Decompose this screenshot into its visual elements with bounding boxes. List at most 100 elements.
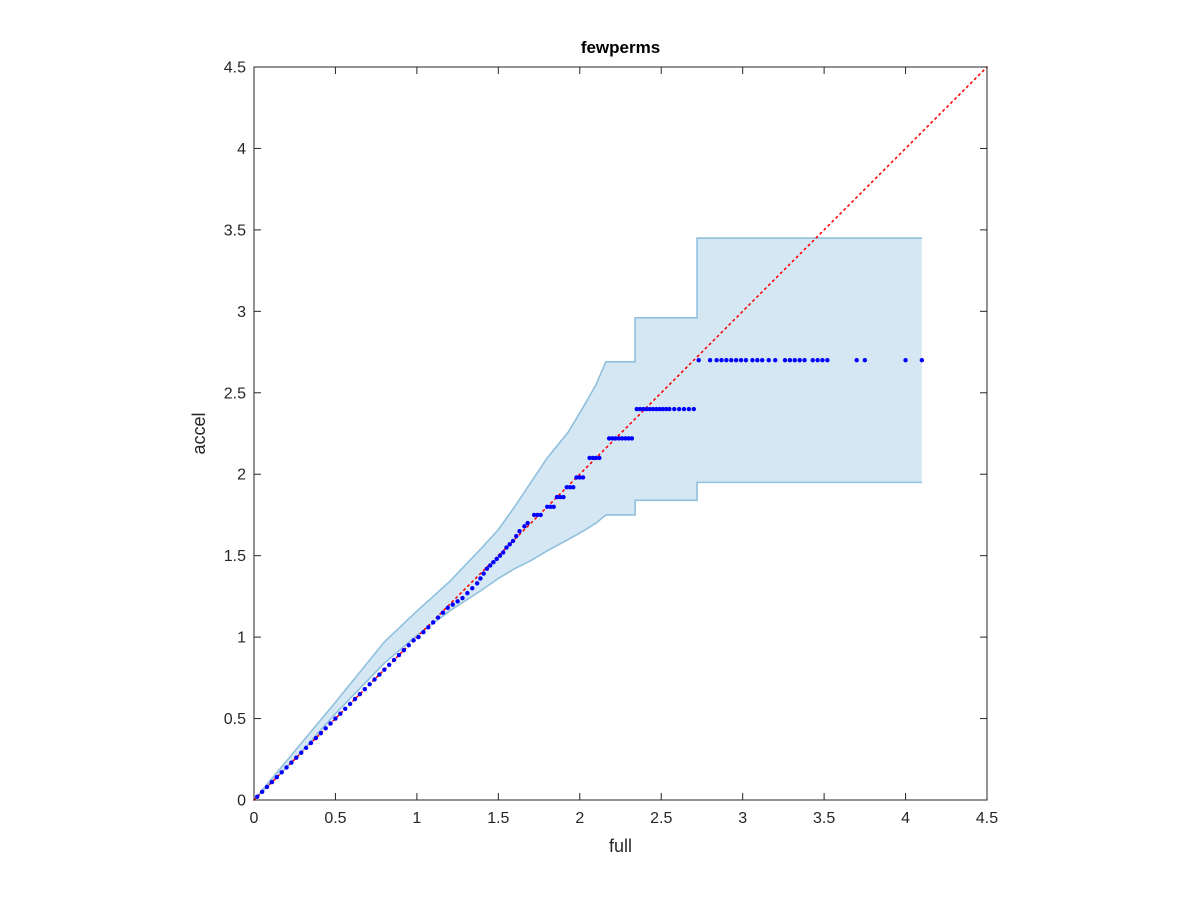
- y-tick-label: 3.5: [224, 222, 246, 239]
- data-point: [491, 559, 496, 565]
- data-point: [450, 602, 455, 607]
- data-point: [738, 358, 744, 363]
- data-point: [903, 358, 908, 363]
- data-point: [862, 358, 868, 363]
- data-point: [522, 524, 527, 529]
- data-point: [318, 731, 323, 736]
- x-tick-label: 0: [250, 810, 259, 827]
- data-point: [558, 494, 563, 500]
- data-point: [696, 358, 701, 363]
- data-point: [504, 545, 509, 550]
- data-point: [313, 735, 319, 741]
- data-point: [501, 550, 506, 555]
- data-point: [525, 520, 530, 526]
- data-point: [367, 682, 372, 687]
- data-point: [681, 406, 687, 412]
- band-area: [254, 238, 922, 801]
- data-point: [333, 716, 338, 721]
- data-point: [919, 358, 925, 363]
- y-tick-label: 1.5: [224, 548, 246, 565]
- x-axis-label: full: [609, 836, 632, 856]
- data-point: [303, 745, 309, 751]
- data-point: [610, 436, 615, 441]
- data-point: [667, 406, 672, 412]
- data-point: [382, 667, 387, 672]
- data-point: [362, 687, 367, 692]
- data-point: [650, 406, 656, 412]
- data-point: [352, 696, 358, 702]
- data-point: [548, 504, 553, 509]
- data-point: [494, 556, 499, 562]
- data-point: [714, 358, 719, 363]
- data-point: [416, 634, 421, 640]
- data-point: [401, 647, 407, 653]
- data-point: [430, 620, 436, 625]
- data-point: [299, 750, 304, 755]
- data-point: [396, 652, 402, 658]
- data-point: [391, 657, 397, 663]
- data-point: [338, 711, 343, 716]
- band-upper-edge: [253, 237, 922, 801]
- data-point: [289, 760, 294, 765]
- data-point: [797, 358, 802, 363]
- data-point: [587, 455, 592, 461]
- x-tick-label: 2.5: [650, 810, 672, 827]
- data-point: [554, 494, 560, 500]
- data-point: [564, 485, 569, 490]
- data-point: [510, 538, 516, 544]
- data-point: [357, 691, 363, 697]
- data-point: [743, 358, 749, 363]
- data-point: [426, 625, 431, 630]
- data-point: [672, 406, 677, 412]
- data-point: [372, 677, 377, 682]
- data-point: [724, 358, 729, 363]
- data-point: [590, 455, 596, 461]
- data-point: [406, 643, 411, 648]
- data-point: [773, 358, 778, 363]
- identity-line: [253, 66, 988, 801]
- data-point: [545, 504, 550, 509]
- data-point: [328, 721, 333, 726]
- data-point: [445, 605, 451, 610]
- data-point: [657, 406, 662, 412]
- data-point: [255, 794, 260, 799]
- y-tick-label: 4: [237, 141, 246, 158]
- data-point: [613, 436, 618, 441]
- data-point: [284, 765, 289, 770]
- y-axis-ticks: 0 0.5 1 1.5 2 2.5 3 3.5 4 4.5: [224, 60, 987, 810]
- data-point: [629, 436, 635, 441]
- data-points: [255, 358, 925, 799]
- x-tick-label: 1: [412, 810, 421, 827]
- data-point: [782, 358, 788, 363]
- confidence-band: [253, 237, 922, 801]
- data-point: [574, 475, 579, 480]
- data-point: [465, 590, 470, 596]
- data-point: [411, 638, 416, 643]
- y-tick-label: 0: [237, 793, 246, 810]
- reference-line: [253, 66, 988, 801]
- y-tick-label: 0.5: [224, 711, 246, 728]
- data-point: [497, 553, 503, 558]
- data-point: [755, 358, 760, 363]
- data-point: [377, 672, 382, 677]
- x-tick-label: 4: [901, 810, 910, 827]
- data-point: [460, 595, 465, 601]
- data-point: [470, 586, 475, 591]
- data-point: [440, 610, 446, 615]
- data-point: [264, 784, 270, 790]
- data-point: [792, 358, 797, 363]
- data-point: [729, 358, 734, 363]
- data-point: [514, 533, 519, 539]
- data-point: [455, 599, 460, 604]
- data-point: [815, 358, 820, 363]
- y-tick-label: 3: [237, 304, 246, 321]
- data-point: [825, 358, 830, 363]
- data-point: [308, 740, 314, 746]
- data-point: [535, 512, 540, 518]
- data-point: [619, 436, 625, 441]
- x-tick-label: 0.5: [324, 810, 346, 827]
- data-point: [626, 436, 631, 441]
- data-point: [654, 406, 659, 412]
- data-point: [637, 406, 643, 412]
